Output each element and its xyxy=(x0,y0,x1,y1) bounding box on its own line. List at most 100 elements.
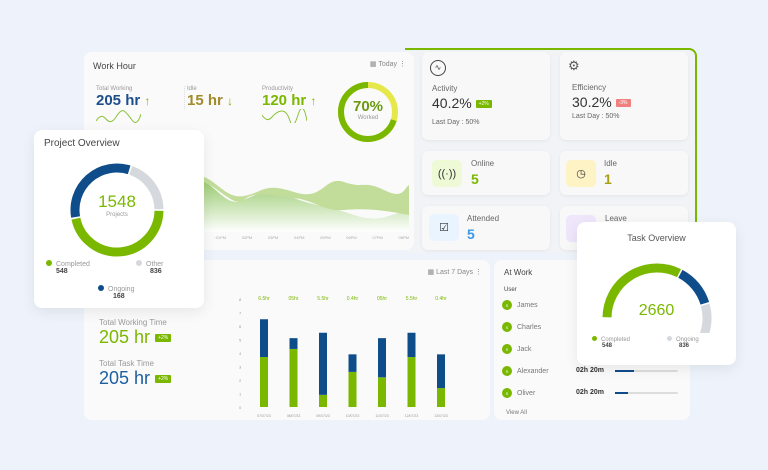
donut-segment-completed xyxy=(71,210,164,257)
bar-completed xyxy=(319,394,327,407)
avatar: S xyxy=(502,388,512,398)
legend-dot xyxy=(136,260,142,266)
x-tick-label: 13/07/23 xyxy=(434,414,448,418)
avatar: S xyxy=(502,366,512,376)
legend-label: Other xyxy=(146,261,164,268)
bar-chart: 0 1 2 3 4 5 6 7 8 6.5hr 07/07/23 05hr 08/07/23 5.5hr 0… xyxy=(239,296,448,418)
bar-completed xyxy=(348,371,357,407)
user-time: 02h 20m xyxy=(576,389,605,396)
clock-icon: ◷ xyxy=(566,160,596,187)
legend-label: Completed xyxy=(56,261,90,268)
arrow-down-icon: ↓ xyxy=(227,94,234,108)
user-row[interactable]: S Jack xyxy=(502,344,531,354)
efficiency-icon: ⚙ xyxy=(568,58,580,73)
y-tick-label: 7 xyxy=(239,311,242,316)
project-overview-card: Project Overview 1548 Projects Completed 5… xyxy=(34,130,204,308)
worked-label: Worked xyxy=(357,115,379,121)
bar-data-label: 0.4hr xyxy=(435,296,447,302)
user-row[interactable]: S Oliver xyxy=(502,388,535,398)
x-tick-label: 08/07/23 xyxy=(287,414,301,418)
activity-icon: ∿ xyxy=(430,60,446,76)
legend-dot xyxy=(46,260,52,266)
project-overview-title: Project Overview xyxy=(44,138,120,149)
legend-ongoing: Ongoing 168 xyxy=(98,285,134,300)
filter-label: Last 7 Days xyxy=(436,269,474,276)
bar-data-label: 5.5hr xyxy=(317,296,329,302)
sparkline xyxy=(261,107,308,126)
online-label: Online xyxy=(471,159,495,168)
task-gauge xyxy=(602,263,712,333)
user-name: Jack xyxy=(517,345,532,353)
efficiency-value: 30.2% xyxy=(572,94,612,110)
activity-badge: +2% xyxy=(475,100,492,109)
efficiency-label: Efficiency xyxy=(572,83,607,92)
legend-ongoing: Ongoing 836 xyxy=(667,336,699,349)
bar-data-label: 5.5hr xyxy=(406,296,418,302)
more-icon[interactable]: ⋮ xyxy=(399,61,406,68)
task-total: 2660 xyxy=(638,302,675,319)
gauge-segment-other xyxy=(699,303,712,333)
x-tick-label: 10/07/23 xyxy=(346,414,360,418)
avatar: S xyxy=(502,344,512,354)
total-task-time-value: 205 hr xyxy=(99,368,151,388)
time-label: 02PM xyxy=(241,235,253,240)
legend-completed: Completed 548 xyxy=(46,260,90,275)
y-tick-label: 5 xyxy=(239,338,242,343)
leave-label: Leave xyxy=(605,214,627,223)
time-label: 03PM xyxy=(267,235,279,240)
bar-data-label: 6.5hr xyxy=(258,296,270,302)
attended-card: ☑ Attended 5 xyxy=(422,206,550,250)
efficiency-last-day: Last Day : 50% xyxy=(572,113,620,120)
legend-dot xyxy=(667,336,672,341)
project-donut xyxy=(70,163,164,257)
activity-last-day: Last Day : 50% xyxy=(432,119,480,126)
total-working-value: 205 hr xyxy=(96,92,141,109)
legend-label: Completed xyxy=(601,337,631,343)
user-progress-bar xyxy=(615,392,678,394)
bar-completed xyxy=(289,348,298,407)
more-icon[interactable]: ⋮ xyxy=(475,269,482,276)
bar-ongoing xyxy=(260,319,268,358)
idle-stat-value: 1 xyxy=(604,171,612,187)
idle-value: 15 hr xyxy=(187,92,223,109)
user-row[interactable]: S James xyxy=(502,300,538,310)
y-tick-label: 8 xyxy=(239,297,242,302)
legend-other: Other 836 xyxy=(136,260,164,275)
time-label: 06PM xyxy=(346,235,357,240)
idle-label: Idle xyxy=(187,86,197,92)
date-filter[interactable]: ▦ Last 7 Days ⋮ xyxy=(428,268,483,276)
efficiency-card: ⚙ Efficiency 30.2% -3% Last Day : 50% xyxy=(560,52,688,140)
activity-label: Activity xyxy=(432,84,458,93)
arrow-up-icon: ↑ xyxy=(144,94,151,108)
bar-ongoing xyxy=(378,338,386,378)
legend-value: 168 xyxy=(113,293,125,300)
user-progress-bar xyxy=(615,370,678,372)
calendar-icon: ▦ xyxy=(369,61,377,68)
date-filter[interactable]: ▦ Today ⋮ xyxy=(370,60,406,68)
bar-ongoing xyxy=(437,354,445,389)
user-name: Oliver xyxy=(517,389,536,397)
user-row[interactable]: S Alexander xyxy=(502,366,549,376)
view-all-link[interactable]: View All xyxy=(506,410,527,416)
legend-value: 548 xyxy=(56,268,68,275)
legend-dot xyxy=(592,336,597,341)
gauge-segment-ongoing xyxy=(678,269,710,305)
bar-ongoing xyxy=(348,354,357,372)
idle-card: ◷ Idle 1 xyxy=(560,151,688,195)
user-row[interactable]: S Charles xyxy=(502,322,541,332)
sparkline xyxy=(95,110,142,123)
bar-ongoing xyxy=(319,332,327,395)
project-total: 1548 xyxy=(98,192,136,211)
user-time: 02h 20m xyxy=(576,367,605,374)
worked-gauge xyxy=(338,82,398,142)
bar-ongoing xyxy=(407,332,416,358)
arrow-up-icon: ↑ xyxy=(310,94,317,108)
signal-icon: ((·)) xyxy=(432,160,462,187)
time-label: 01PM xyxy=(215,235,227,240)
time-label: 08PM xyxy=(398,235,409,240)
total-working-label: Total Working xyxy=(96,86,133,92)
productivity-value: 120 hr xyxy=(262,92,307,109)
productivity-label: Productivity xyxy=(262,86,294,92)
online-card: ((·)) Online 5 xyxy=(422,151,550,195)
x-tick-label: 12/07/23 xyxy=(405,414,419,418)
